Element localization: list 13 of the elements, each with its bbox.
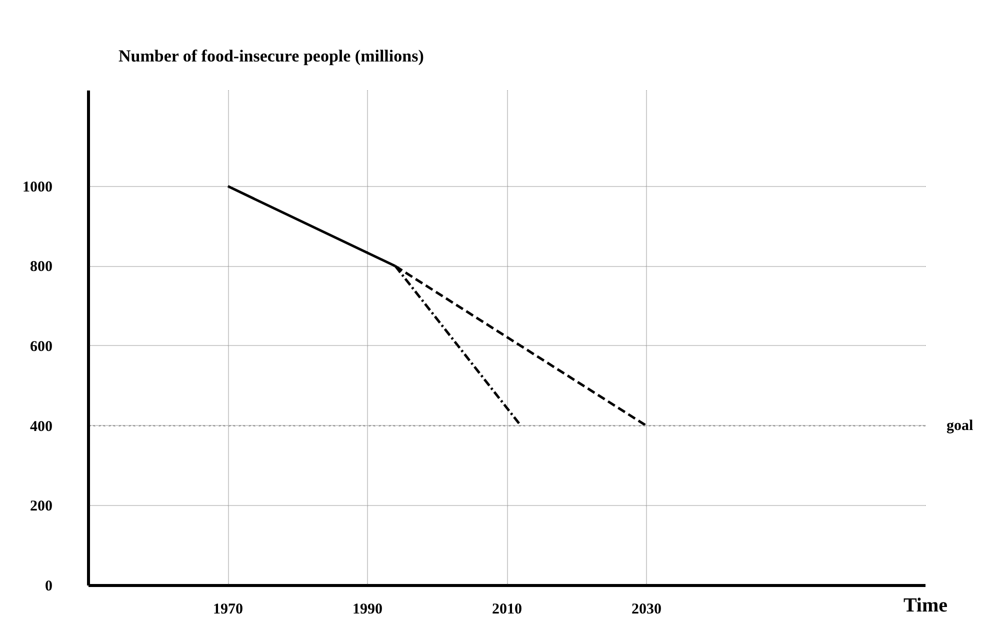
y-tick-label: 600 (30, 338, 52, 355)
y-tick-label: 0 (45, 578, 52, 594)
x-axis-title: Time (903, 594, 948, 616)
y-tick-label: 200 (30, 498, 52, 515)
ref-line-label: goal (946, 418, 974, 434)
y-tick-label: 400 (30, 418, 52, 435)
y-tick-label: 800 (30, 259, 52, 276)
x-tick-label: 1970 (213, 602, 243, 618)
chart-title: Number of food-insecure people (millions) (118, 46, 424, 66)
x-tick-label: 2030 (632, 602, 662, 618)
x-tick-label: 1990 (352, 602, 382, 618)
x-tick-label: 2010 (492, 602, 522, 618)
y-tick-label: 1000 (22, 179, 52, 196)
